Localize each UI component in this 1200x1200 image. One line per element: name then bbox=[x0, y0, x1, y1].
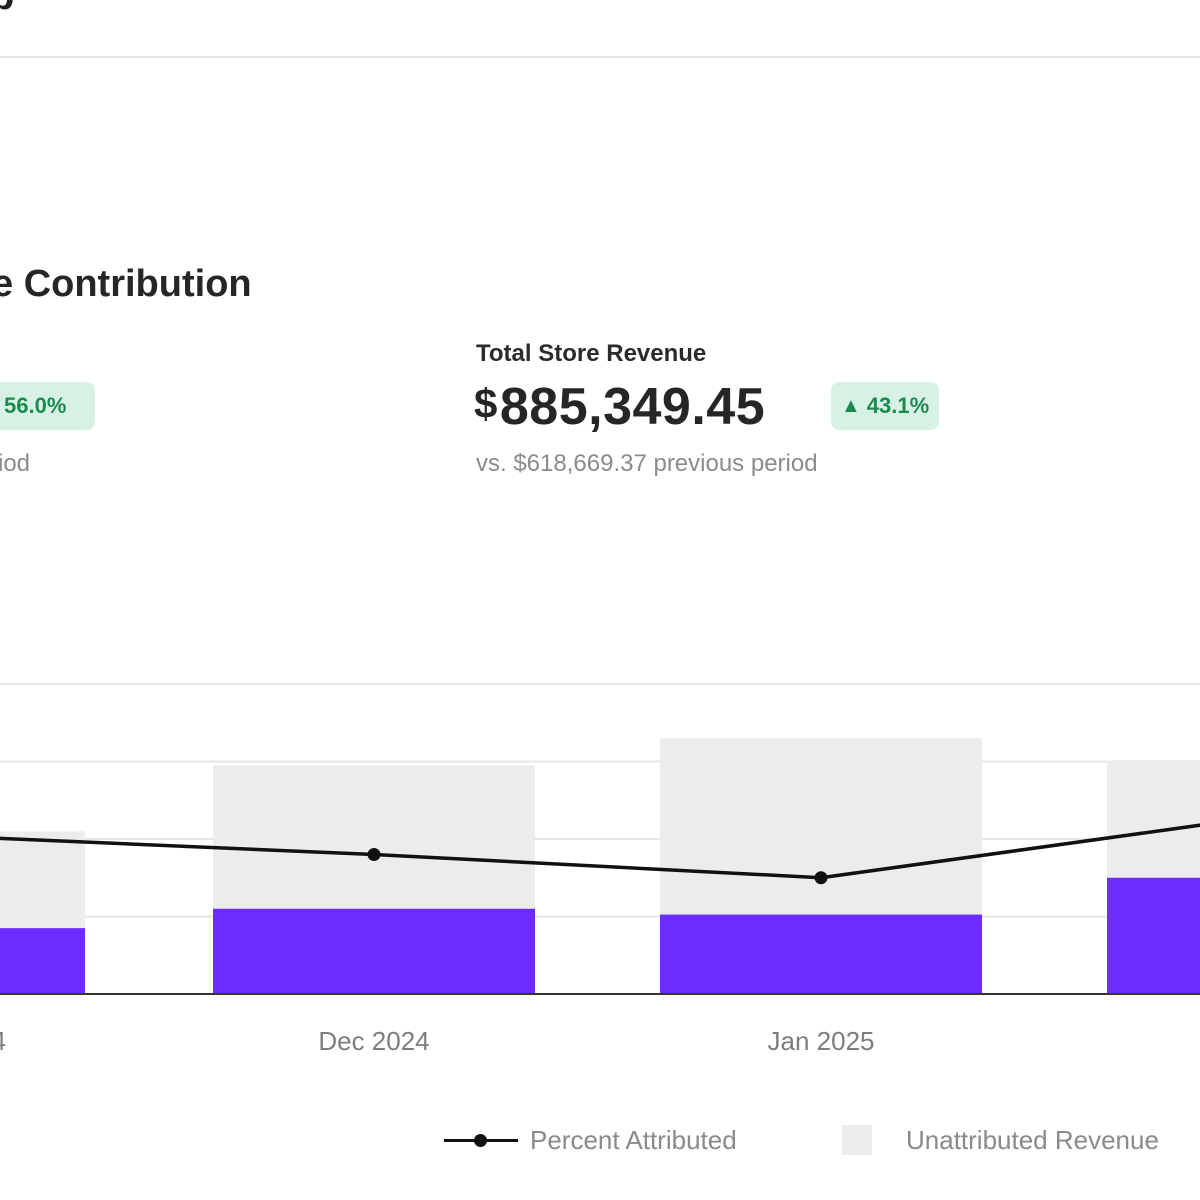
bar-unattributed bbox=[660, 738, 982, 915]
x-tick-label: Jan 2025 bbox=[768, 1026, 875, 1056]
badge-value: 56.0% bbox=[4, 393, 67, 418]
line-point bbox=[367, 848, 381, 861]
percent-attributed-path bbox=[0, 823, 1200, 880]
attributed-comparison: iod bbox=[0, 450, 31, 477]
x-tick-labels: 4 Dec 2024 Jan 2025 bbox=[0, 1026, 874, 1056]
legend-label: Percent Attributed bbox=[530, 1124, 737, 1155]
x-tick-label: 4 bbox=[0, 1026, 6, 1056]
total-store-revenue-label: Total Store Revenue bbox=[476, 340, 707, 367]
line-point bbox=[814, 871, 828, 885]
percent-attributed-line bbox=[0, 823, 1200, 885]
page-header-fragment: p bbox=[0, 0, 14, 19]
line-marker-icon bbox=[444, 1130, 518, 1150]
bar-attributed bbox=[660, 914, 982, 994]
bar-unattributed bbox=[213, 765, 535, 909]
bar-attributed bbox=[0, 928, 85, 994]
badge-value: 43.1% bbox=[866, 393, 930, 418]
legend-swatch-icon bbox=[842, 1125, 872, 1155]
bar-attributed bbox=[1107, 877, 1200, 994]
trend-up-icon: ▲ bbox=[841, 394, 861, 417]
legend-item-unattributed-revenue[interactable]: Unattributed Revenue bbox=[842, 1118, 1159, 1162]
bars bbox=[0, 738, 1200, 994]
revenue-contribution-chart: 4 Dec 2024 Jan 2025 bbox=[0, 683, 1200, 1056]
revenue-amount: 885,349.45 bbox=[499, 378, 766, 436]
revenue-change-badge: ▲ 43.1% bbox=[831, 382, 940, 430]
legend-item-percent-attributed[interactable]: Percent Attributed bbox=[444, 1118, 737, 1162]
bar-unattributed bbox=[1107, 761, 1200, 878]
attributed-change-badge: 56.0% bbox=[0, 382, 95, 430]
bar-unattributed bbox=[0, 831, 85, 929]
section-title: e Contribution bbox=[0, 263, 252, 305]
currency-symbol: $ bbox=[474, 380, 498, 427]
x-tick-label: Dec 2024 bbox=[318, 1026, 429, 1056]
grid-lines bbox=[0, 683, 1200, 918]
total-store-revenue-value: $885,349.45 bbox=[474, 377, 765, 437]
header-divider bbox=[0, 56, 1200, 58]
revenue-comparison: vs. $618,669.37 previous period bbox=[476, 450, 818, 477]
legend-label: Unattributed Revenue bbox=[906, 1124, 1159, 1155]
bar-attributed bbox=[213, 908, 535, 994]
